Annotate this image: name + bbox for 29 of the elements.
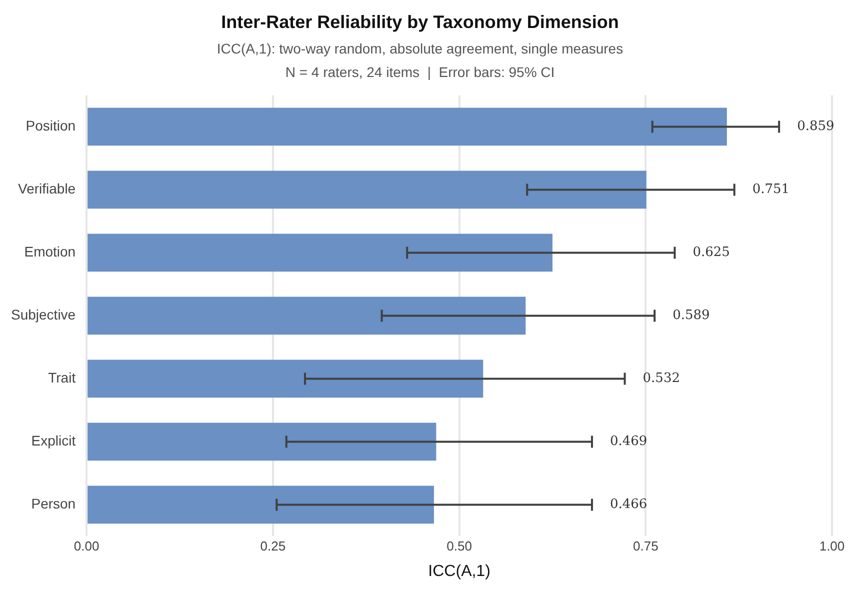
bar <box>88 422 436 461</box>
annotation: 0.589 <box>672 308 710 324</box>
y-tick-label: Emotion <box>24 244 76 260</box>
bar <box>88 486 434 524</box>
x-tick-label: 0.75 <box>632 538 658 554</box>
y-tick-label: Position <box>26 118 76 134</box>
x-tick-label: 0.50 <box>446 538 472 554</box>
annotation: 0.625 <box>692 245 730 260</box>
annotation: 0.532 <box>642 371 680 386</box>
bar <box>88 234 552 272</box>
x-axis-title: ICC(A,1) <box>428 562 490 580</box>
annotation: 0.751 <box>752 182 790 198</box>
bar <box>88 170 646 209</box>
x-tick-label: 0.25 <box>260 538 286 554</box>
y-tick-label: Explicit <box>31 432 76 449</box>
chart-title: Inter-Rater Reliability by Taxonomy Dimension <box>221 12 619 32</box>
bar <box>88 296 526 335</box>
annotation: 0.466 <box>610 497 648 512</box>
chart-subtitle: ICC(A,1): two-way random, absolute agreement, single measures N = 4 raters, 24 items | Error bars: 95% CI <box>216 40 624 80</box>
bar <box>88 360 484 398</box>
y-tick-label: Trait <box>48 370 76 386</box>
bar <box>88 108 727 146</box>
y-tick-label: Person <box>31 496 76 512</box>
y-tick-label: Subjective <box>11 306 76 323</box>
y-tick-label: Verifiable <box>18 180 76 197</box>
annotation: 0.859 <box>797 119 834 134</box>
annotation: 0.469 <box>610 434 648 450</box>
x-tick-label: 0.00 <box>74 538 100 554</box>
x-tick-label: 1.00 <box>819 538 845 554</box>
